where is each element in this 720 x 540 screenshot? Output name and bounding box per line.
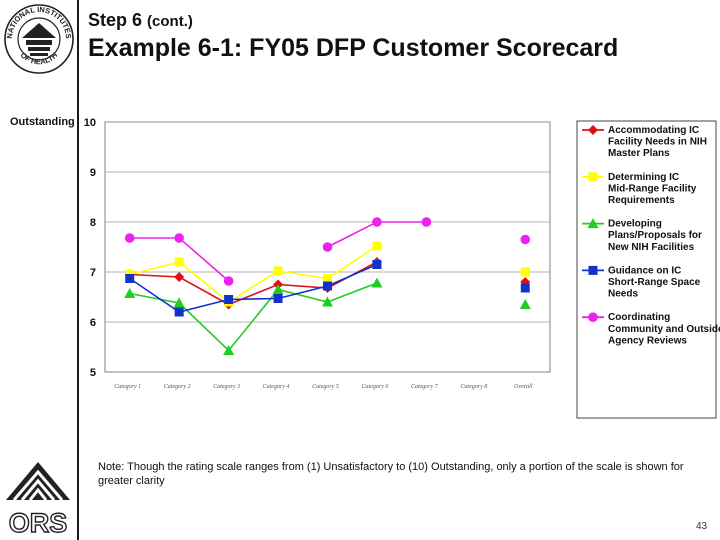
x-tick-label: Category 2: [164, 384, 191, 390]
ors-logo: ORS: [6, 462, 70, 538]
x-tick-label: Overall: [514, 384, 533, 390]
x-tick-label: Category 5: [312, 384, 339, 390]
x-tick-label: Category 1: [114, 384, 141, 390]
data-point: [174, 257, 184, 267]
y-tick-label: 6: [90, 317, 96, 329]
page-title: Example 6-1: FY05 DFP Customer Scorecard: [88, 34, 619, 62]
data-point: [421, 217, 432, 227]
legend-label: Determining IC Mid-Range Facility Requirem…: [608, 172, 697, 206]
data-point: [125, 274, 135, 283]
data-point: [520, 283, 530, 293]
data-point: [273, 266, 283, 276]
ors-logo-text: ORS: [9, 508, 68, 538]
y-tick-label: 5: [90, 367, 96, 379]
data-point: [174, 233, 184, 243]
x-tick-label: Category 7: [411, 384, 439, 390]
data-point: [588, 312, 598, 323]
x-tick-label: Category 4: [263, 383, 290, 390]
series-line: [129, 261, 378, 306]
x-tick-label: Category 8: [460, 384, 487, 390]
outstanding-label: Outstanding: [10, 116, 75, 128]
legend-label: Accommodating IC Facility Needs in NIH Mas…: [608, 125, 707, 159]
legend-label: Guidance on IC Short-Range Space Needs: [608, 265, 701, 299]
data-point: [588, 125, 598, 135]
y-tick-label: 10: [84, 117, 96, 129]
x-tick-label: Category 6: [362, 384, 389, 390]
data-point: [174, 307, 184, 317]
legend-label: Coordinating Community and Outside Agency …: [608, 312, 720, 346]
step-title: Step 6 (cont.): [88, 10, 193, 31]
data-point: [371, 277, 383, 288]
series-line: [129, 282, 378, 352]
data-point: [588, 265, 598, 275]
data-point: [223, 345, 235, 355]
data-point: [273, 294, 283, 303]
step-suffix: (cont.): [147, 13, 193, 30]
data-point: [224, 295, 234, 304]
data-point: [124, 288, 136, 298]
data-point: [323, 274, 332, 283]
nih-logo: NATIONAL INSTITUTES OF HEALTH: [4, 4, 74, 74]
y-tick-label: 7: [90, 267, 96, 279]
data-point: [174, 272, 185, 282]
data-point: [520, 267, 530, 277]
data-point: [322, 242, 333, 252]
data-point: [323, 281, 332, 291]
data-point: [519, 299, 531, 309]
x-tick-label: Category 3: [213, 384, 240, 390]
data-point: [372, 241, 382, 251]
data-point: [223, 276, 234, 286]
step-label: Step 6: [88, 10, 143, 30]
data-point: [587, 218, 599, 229]
data-point: [588, 172, 598, 182]
data-point: [520, 234, 531, 245]
y-tick-label: 8: [90, 217, 96, 229]
legend-label: Developing Plans/Proposals for New NIH Fac…: [608, 219, 702, 253]
data-point: [124, 233, 135, 243]
data-point: [372, 217, 382, 227]
series-line: [129, 245, 378, 303]
sidebar: NATIONAL INSTITUTES OF HEALTH Outstandin…: [0, 0, 78, 540]
data-point: [372, 260, 382, 269]
data-point: [173, 297, 185, 308]
page-number: 43: [696, 521, 708, 532]
sidebar-divider: [77, 0, 79, 540]
chart-note: Note: Though the rating scale ranges fro…: [98, 461, 684, 487]
data-point: [322, 296, 333, 307]
series-line: [129, 263, 378, 313]
svg-text:OF HEALTH: OF HEALTH: [19, 51, 60, 67]
data-point: [272, 284, 284, 294]
y-tick-label: 9: [90, 167, 96, 179]
